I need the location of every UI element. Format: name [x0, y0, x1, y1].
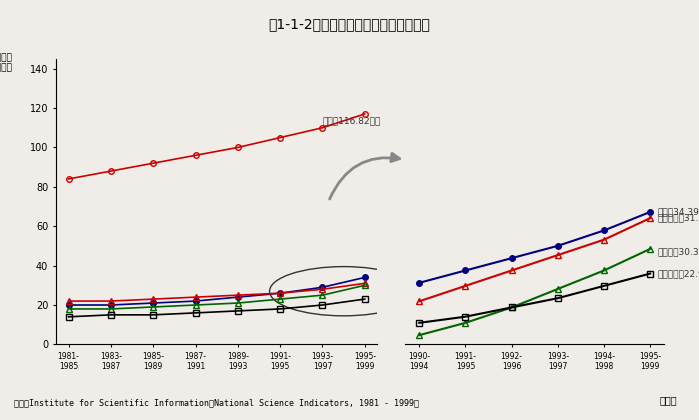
- Text: フランス（22.97万）: フランス（22.97万）: [657, 269, 699, 278]
- Text: ドイツ（30.39万）: ドイツ（30.39万）: [657, 247, 699, 257]
- Text: 資料：Institute for Scientific Information「National Science Indicators, 1981 - 1999: 資料：Institute for Scientific Information「…: [14, 399, 419, 407]
- Text: 第1-1-2図　主要国の論文発表数の推移: 第1-1-2図 主要国の論文発表数の推移: [268, 17, 431, 31]
- Text: 日本（34.39万）: 日本（34.39万）: [657, 207, 699, 216]
- Text: （論文数、
単位：万）: （論文数、 単位：万）: [0, 53, 12, 73]
- Text: イギリス（31.17万）: イギリス（31.17万）: [657, 214, 699, 223]
- Text: （年）: （年）: [659, 395, 677, 405]
- FancyArrowPatch shape: [330, 153, 400, 199]
- Text: 米国（116.82万）: 米国（116.82万）: [322, 117, 381, 126]
